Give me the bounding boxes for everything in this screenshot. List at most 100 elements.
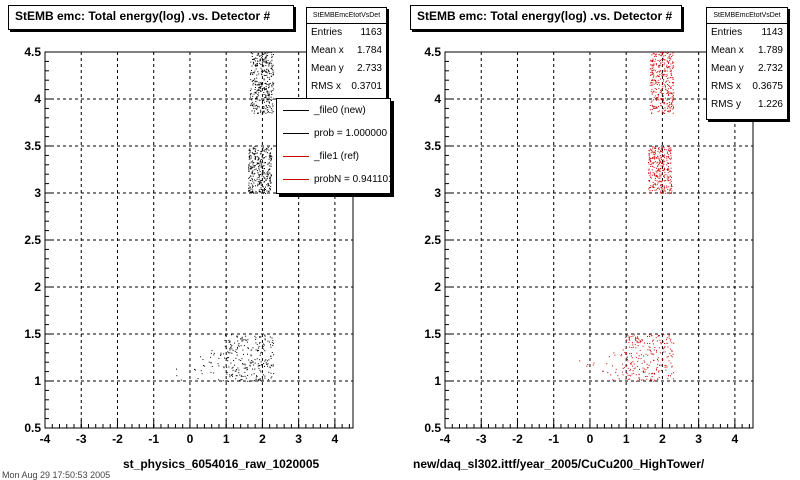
data-point [661, 72, 663, 74]
data-point [253, 93, 255, 95]
data-point [269, 180, 271, 182]
data-point [659, 173, 661, 175]
data-point [639, 342, 641, 344]
data-point [641, 379, 642, 381]
data-point [663, 62, 665, 64]
data-point [668, 56, 670, 58]
data-point [653, 97, 655, 99]
data-point [255, 97, 256, 99]
data-point [208, 361, 210, 363]
data-point [664, 154, 666, 156]
data-point [660, 165, 662, 167]
footer-timestamp: Mon Aug 29 17:50:53 2005 [2, 470, 111, 480]
data-point [257, 150, 259, 151]
data-point [257, 172, 259, 174]
data-point [615, 371, 617, 373]
data-point [651, 82, 652, 84]
data-point [650, 176, 651, 178]
data-point [220, 352, 222, 354]
data-point [618, 378, 620, 380]
data-point [269, 155, 271, 157]
data-point [663, 64, 665, 66]
data-point [660, 55, 662, 57]
data-point [631, 373, 633, 375]
data-point [664, 59, 666, 61]
data-point [669, 81, 671, 83]
data-point [662, 86, 664, 88]
data-point [658, 163, 660, 164]
data-point [259, 342, 261, 344]
data-point [659, 70, 661, 71]
data-point [263, 110, 265, 112]
data-point [638, 377, 640, 379]
data-point [243, 367, 245, 369]
data-point [239, 374, 241, 376]
x-tick-label: -1 [148, 432, 159, 446]
data-point [260, 191, 262, 193]
data-point [250, 191, 252, 193]
data-point [272, 380, 274, 382]
data-point [250, 168, 252, 170]
data-point [670, 362, 672, 364]
data-point [641, 340, 643, 342]
data-point [257, 183, 259, 185]
right-stats-row: RMS x 0.3675 [711, 81, 783, 92]
data-point [663, 167, 665, 169]
data-point [649, 343, 651, 344]
data-point [669, 175, 671, 177]
data-point [669, 182, 671, 184]
data-point [223, 353, 225, 355]
data-point [252, 347, 254, 349]
data-point [659, 59, 661, 61]
data-point [651, 65, 653, 67]
data-point [668, 91, 670, 93]
data-point [667, 80, 669, 82]
data-point [664, 55, 666, 57]
data-point [663, 75, 665, 77]
data-point [654, 189, 656, 191]
data-point [668, 84, 670, 86]
data-point [650, 72, 652, 73]
data-point [259, 190, 260, 192]
data-point [648, 180, 650, 182]
data-point [268, 91, 270, 93]
data-point [660, 62, 662, 64]
data-point [655, 157, 657, 159]
data-point [667, 105, 669, 107]
data-point [661, 147, 663, 149]
data-point [250, 74, 252, 75]
data-point [252, 185, 254, 187]
data-point [661, 110, 663, 112]
y-tick-label: 2.5 [424, 233, 441, 247]
data-point [270, 157, 272, 159]
data-point [269, 366, 271, 368]
data-point [625, 337, 627, 338]
data-point [670, 179, 672, 181]
data-point [672, 67, 674, 69]
data-point [660, 160, 662, 162]
data-point [652, 92, 654, 94]
data-point [263, 190, 265, 192]
data-point [260, 352, 262, 354]
data-point [266, 364, 268, 365]
data-point [258, 165, 260, 167]
data-point [270, 159, 272, 161]
data-point [263, 94, 265, 95]
data-point [203, 365, 204, 367]
data-point [656, 162, 658, 164]
data-point [250, 96, 252, 98]
data-point [667, 92, 669, 94]
data-point [649, 349, 651, 351]
data-point [653, 79, 655, 81]
data-point [269, 153, 271, 154]
data-point [669, 162, 671, 164]
data-point [235, 349, 237, 351]
data-point [651, 69, 653, 71]
data-point [663, 157, 665, 159]
data-point [251, 56, 253, 57]
data-point [252, 53, 254, 55]
data-point [269, 62, 271, 64]
data-point [232, 369, 234, 371]
data-point [253, 154, 255, 156]
